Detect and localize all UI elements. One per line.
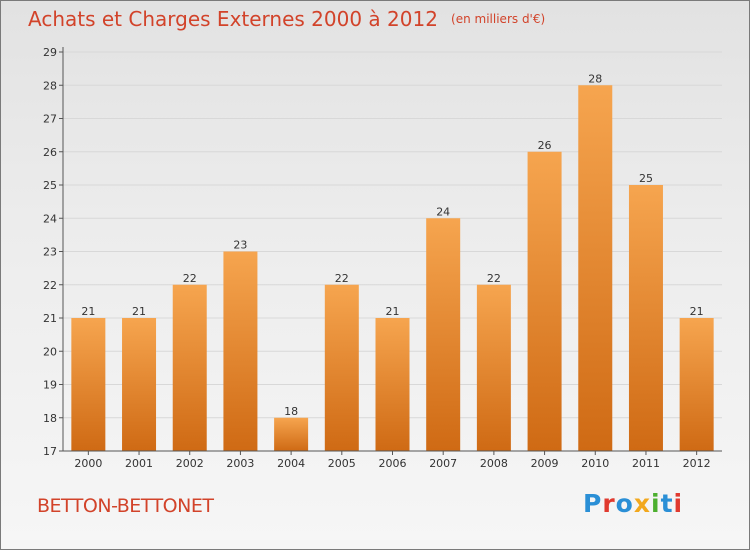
town-name: BETTON-BETTONET: [37, 495, 214, 517]
chart-subtitle: (en milliers d'€): [451, 12, 546, 26]
x-tick-label: 2008: [480, 457, 508, 470]
y-tick-label: 18: [43, 412, 57, 425]
y-tick-label: 20: [43, 345, 57, 358]
bar-value-label: 21: [386, 305, 400, 318]
bar-2008: [476, 284, 511, 451]
bar-value-label: 22: [183, 272, 197, 285]
bar-value-label: 26: [538, 139, 552, 152]
bar-value-label: 25: [639, 172, 653, 185]
bar-value-label: 24: [436, 205, 450, 218]
bar-2002: [172, 284, 207, 451]
y-tick-label: 22: [43, 279, 57, 292]
x-tick-label: 2004: [277, 457, 305, 470]
bar-2007: [426, 218, 461, 451]
bar-2011: [628, 185, 663, 451]
chart-title: Achats et Charges Externes 2000 à 2012: [28, 7, 438, 31]
bar-value-label: 21: [132, 305, 146, 318]
bar-2001: [122, 318, 157, 451]
x-tick-label: 2009: [531, 457, 559, 470]
bar-2010: [578, 85, 613, 451]
y-tick-label: 17: [43, 445, 57, 458]
x-tick-label: 2007: [429, 457, 457, 470]
x-tick-label: 2010: [581, 457, 609, 470]
bar-value-label: 22: [335, 272, 349, 285]
bar-value-label: 21: [81, 305, 95, 318]
bar-2009: [527, 151, 562, 451]
y-tick-label: 21: [43, 312, 57, 325]
logo-letter: t: [660, 489, 674, 518]
bar-2003: [223, 251, 258, 451]
bar-value-label: 18: [284, 405, 298, 418]
logo-letter: i: [673, 489, 684, 518]
x-tick-label: 2006: [379, 457, 407, 470]
y-tick-label: 28: [43, 79, 57, 92]
bar-value-label: 28: [588, 72, 602, 85]
bar-2004: [274, 417, 309, 451]
bar-value-label: 22: [487, 272, 501, 285]
y-tick-label: 26: [43, 146, 57, 159]
bar-2005: [324, 284, 359, 451]
x-tick-label: 2000: [74, 457, 102, 470]
x-tick-label: 2005: [328, 457, 356, 470]
x-tick-label: 2002: [176, 457, 204, 470]
logo-letter: i: [651, 489, 661, 518]
bar-value-label: 23: [233, 239, 247, 252]
y-tick-label: 29: [43, 46, 57, 59]
logo-letter: o: [615, 489, 634, 518]
bar-2006: [375, 318, 410, 451]
logo-letter: P: [583, 489, 603, 518]
x-tick-label: 2011: [632, 457, 660, 470]
logo-letter: r: [602, 489, 616, 518]
y-tick-label: 19: [43, 379, 57, 392]
x-tick-label: 2012: [683, 457, 711, 470]
y-tick-label: 23: [43, 246, 57, 259]
x-tick-label: 2003: [226, 457, 254, 470]
bars: 21 21 22 23 18 22 21 24 22 26 28 25 21: [71, 72, 714, 451]
bar-2012: [679, 318, 714, 451]
proxiti-logo[interactable]: Proxiti: [583, 489, 683, 518]
y-tick-label: 25: [43, 179, 57, 192]
logo-letter: x: [633, 489, 651, 518]
bar-2000: [71, 318, 106, 451]
x-tick-label: 2001: [125, 457, 153, 470]
chart-title-row: Achats et Charges Externes 2000 à 2012 (…: [28, 7, 545, 31]
bar-value-label: 21: [690, 305, 704, 318]
y-tick-label: 27: [43, 113, 57, 126]
y-tick-label: 24: [43, 212, 57, 225]
axes: 17 18 19 20 21 22 23 24 25 26 27 28 29 2000 2001 2002 20…: [43, 46, 722, 470]
